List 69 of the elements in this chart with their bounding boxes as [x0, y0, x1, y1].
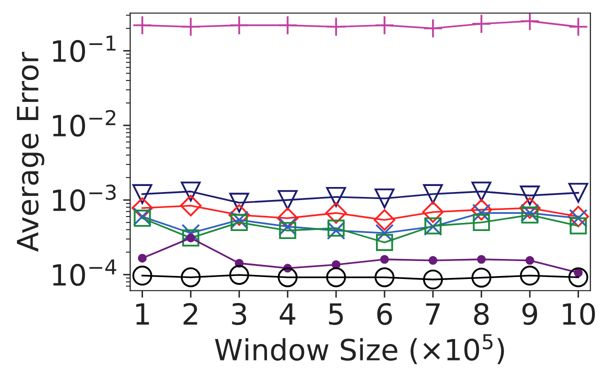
point [278, 267, 298, 288]
point [477, 255, 486, 264]
x-tick-label: 7 [426, 303, 440, 325]
point [471, 182, 492, 202]
point [471, 14, 492, 34]
point [422, 201, 444, 223]
point [568, 267, 588, 288]
point [326, 186, 346, 207]
point [470, 199, 492, 220]
x-tick-label: 2 [184, 302, 198, 325]
point [374, 209, 396, 231]
point [132, 15, 152, 36]
x-tick-label: 10 [562, 302, 595, 326]
point [472, 214, 490, 232]
point [380, 255, 389, 264]
point [326, 16, 346, 37]
x-tick-label: 1 [136, 303, 149, 325]
point [570, 217, 587, 234]
point [471, 268, 492, 288]
point [374, 15, 394, 36]
point [276, 207, 298, 229]
y-tick-label: 10$^{−1}$ [53, 36, 116, 62]
point [180, 182, 201, 202]
point [374, 267, 394, 288]
point [520, 13, 540, 32]
x-tick-label: 9 [522, 302, 538, 326]
point [278, 15, 298, 36]
point [423, 270, 443, 290]
point [229, 192, 250, 213]
x-tick-label: 5 [329, 303, 343, 326]
point [182, 229, 200, 246]
point [428, 256, 438, 265]
point [326, 221, 346, 240]
point [374, 188, 394, 208]
point [520, 186, 540, 206]
point [519, 197, 541, 219]
point [228, 204, 250, 226]
y-tick-label: 10$^{−4}$ [53, 259, 116, 286]
point [138, 254, 147, 263]
y-axis-title: Average Error [16, 52, 44, 252]
x-tick-label: 3 [232, 302, 246, 326]
point [568, 182, 588, 203]
y-tick-label: 10$^{−2}$ [53, 110, 116, 137]
point [180, 16, 201, 37]
x-axis-title: Window Size (×10$^{5}$) [215, 334, 504, 364]
point [376, 234, 394, 251]
point [132, 266, 152, 286]
point [229, 15, 250, 36]
point [132, 184, 152, 204]
point [180, 194, 202, 216]
point [279, 222, 296, 240]
point [278, 190, 298, 210]
point [520, 266, 540, 286]
point [182, 224, 200, 242]
point [568, 16, 588, 37]
point [132, 197, 154, 219]
point [525, 256, 534, 265]
x-tick-label: 4 [280, 303, 296, 325]
x-tick-label: 6 [377, 302, 392, 326]
point [423, 18, 443, 38]
point [180, 267, 201, 288]
x-tick-label: 8 [474, 302, 489, 326]
point [423, 184, 443, 204]
point [375, 224, 394, 242]
point [229, 265, 250, 285]
point [328, 220, 345, 237]
point [325, 202, 347, 224]
y-tick-label: 10$^{−3}$ [53, 184, 116, 212]
point [326, 267, 346, 288]
